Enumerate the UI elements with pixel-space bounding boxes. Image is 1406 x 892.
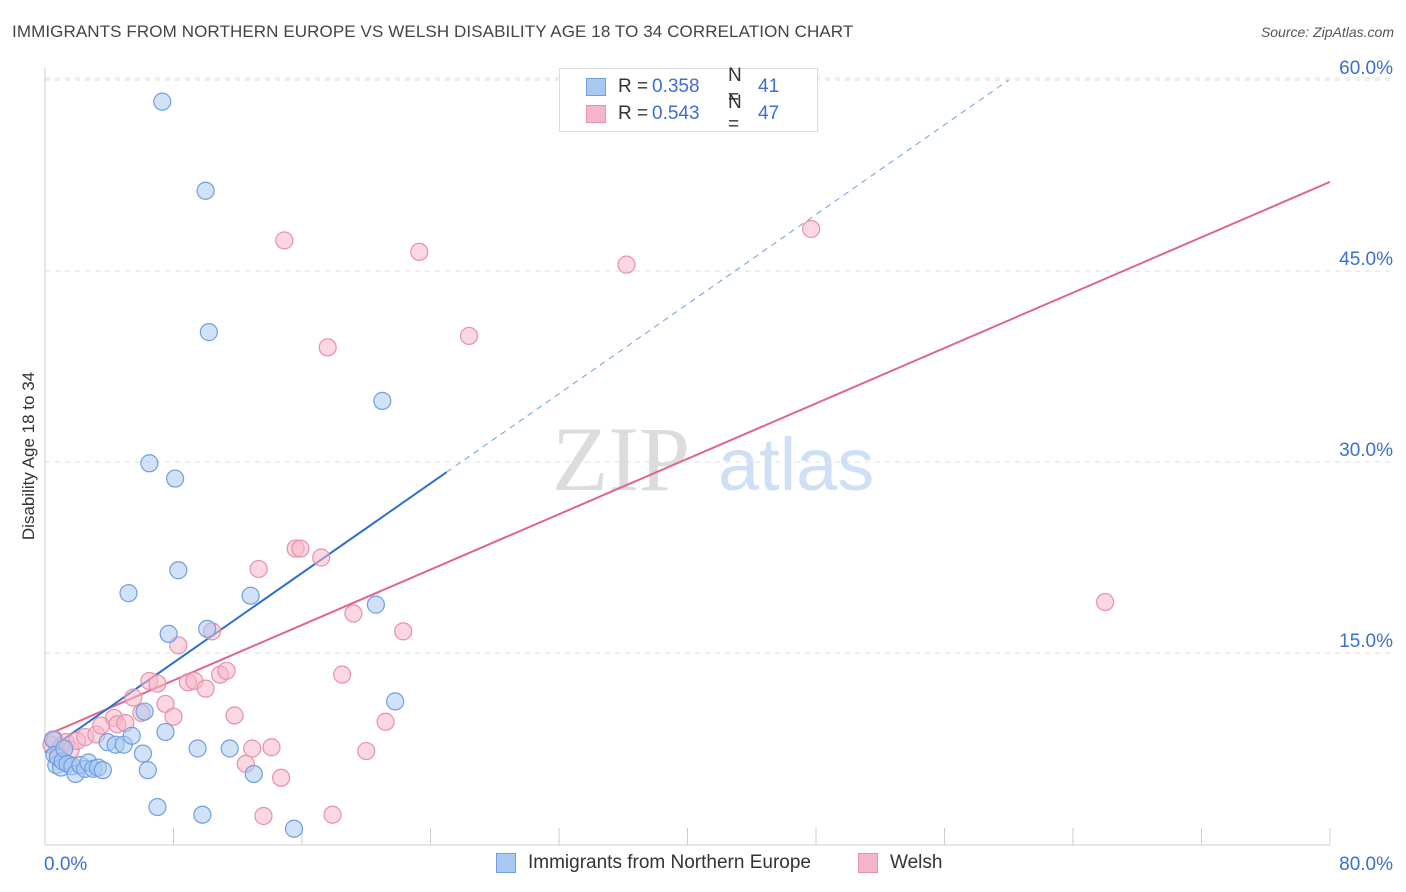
series-swatch-pink [858, 853, 878, 873]
data-point-welsh [124, 688, 143, 707]
data-point-immigrants [140, 454, 159, 473]
data-point-welsh [333, 665, 352, 684]
data-point-immigrants [55, 739, 74, 758]
data-point-welsh [312, 548, 331, 567]
data-point-welsh [262, 738, 281, 757]
y-tick-label: 15.0% [1339, 631, 1393, 652]
data-point-immigrants [193, 805, 212, 824]
data-point-welsh [376, 712, 395, 731]
series-legend-welsh: Welsh [858, 852, 942, 874]
data-point-welsh [217, 661, 236, 680]
data-point-welsh [164, 707, 183, 726]
legend-row-welsh: R = 0.543 N = 47 [586, 92, 780, 135]
data-point-immigrants [196, 181, 215, 200]
data-point-welsh [344, 604, 363, 623]
data-point-immigrants [188, 739, 207, 758]
data-point-welsh [394, 622, 413, 641]
data-point-immigrants [122, 726, 141, 745]
y-tick-label: 45.0% [1339, 249, 1393, 270]
legend-n-value: 47 [758, 103, 780, 124]
data-point-immigrants [241, 586, 260, 605]
data-point-immigrants [220, 739, 239, 758]
data-point-immigrants [166, 469, 185, 488]
data-point-immigrants [199, 323, 218, 342]
trend-line-immigrants-projection [446, 79, 1010, 473]
legend-n-label: N = [728, 92, 742, 135]
trend-line-welsh [44, 180, 1331, 737]
legend-r-label: R = [618, 103, 649, 124]
y-tick-label: 60.0% [1339, 58, 1393, 79]
data-point-welsh [459, 326, 479, 346]
chart-title: IMMIGRANTS FROM NORTHERN EUROPE VS WELSH… [12, 22, 854, 41]
trend-lines [44, 79, 1331, 754]
data-point-welsh [1096, 592, 1115, 612]
data-point-welsh [617, 255, 636, 274]
data-point-immigrants [153, 92, 172, 111]
data-point-immigrants [156, 722, 175, 742]
legend-r-label: R = [618, 76, 649, 97]
x-tick-label-right: 80.0% [1339, 854, 1393, 875]
stats-legend: R = 0.358 N = 41 R = 0.543 N = 47 [559, 65, 818, 135]
source-label: Source: ZipAtlas.com [1260, 24, 1394, 40]
data-point-immigrants [135, 702, 154, 721]
x-tick-label-left: 0.0% [44, 854, 87, 875]
data-point-welsh [318, 338, 337, 357]
legend-swatch-blue [586, 78, 606, 96]
legend-n-label: N = [728, 65, 742, 108]
y-axis-title: Disability Age 18 to 34 [19, 372, 38, 540]
data-point-immigrants [284, 819, 304, 838]
series-legend-immigrants: Immigrants from Northern Europe [496, 852, 811, 874]
watermark-zip: ZIP [552, 408, 690, 510]
legend-r-value: 0.358 [652, 76, 700, 97]
data-point-immigrants [159, 624, 178, 644]
data-points [42, 92, 1115, 838]
data-point-welsh [275, 231, 294, 250]
series-label-immigrants: Immigrants from Northern Europe [528, 852, 811, 873]
data-point-welsh [243, 739, 262, 758]
data-point-immigrants [244, 764, 263, 784]
data-point-welsh [225, 706, 244, 725]
axis-labels: 15.0% 30.0% 45.0% 60.0% 0.0% 80.0% Disability … [19, 58, 1393, 875]
data-point-immigrants [119, 584, 138, 603]
data-point-immigrants [133, 744, 153, 763]
data-point-welsh [357, 741, 376, 761]
data-point-welsh [196, 679, 215, 698]
data-point-immigrants [373, 391, 392, 410]
legend-n-value: 41 [758, 76, 780, 97]
data-point-immigrants [138, 761, 157, 780]
data-point-welsh [272, 768, 291, 787]
watermark: ZIP atlas [552, 408, 874, 510]
axes [44, 68, 1331, 846]
legend-swatch-pink [586, 105, 606, 123]
watermark-atlas: atlas [718, 423, 874, 506]
data-point-welsh [148, 674, 167, 693]
data-point-welsh [291, 539, 310, 558]
data-point-immigrants [169, 561, 188, 580]
data-point-welsh [249, 559, 268, 579]
data-point-welsh [254, 806, 273, 826]
data-point-immigrants [148, 797, 167, 817]
data-point-immigrants [198, 619, 217, 638]
y-tick-label: 30.0% [1339, 440, 1393, 461]
trend-line-immigrants [44, 471, 448, 754]
legend-row-immigrants: R = 0.358 N = 41 [586, 65, 780, 108]
series-label-welsh: Welsh [890, 852, 943, 873]
legend-r-value: 0.543 [652, 103, 700, 124]
data-point-immigrants [386, 692, 405, 711]
series-swatch-blue [496, 853, 516, 873]
grid-lines [45, 77, 1394, 654]
data-point-immigrants [93, 761, 112, 780]
data-point-immigrants [366, 595, 385, 614]
data-point-welsh [410, 242, 429, 261]
data-point-welsh [323, 805, 342, 824]
data-point-welsh [802, 219, 821, 239]
